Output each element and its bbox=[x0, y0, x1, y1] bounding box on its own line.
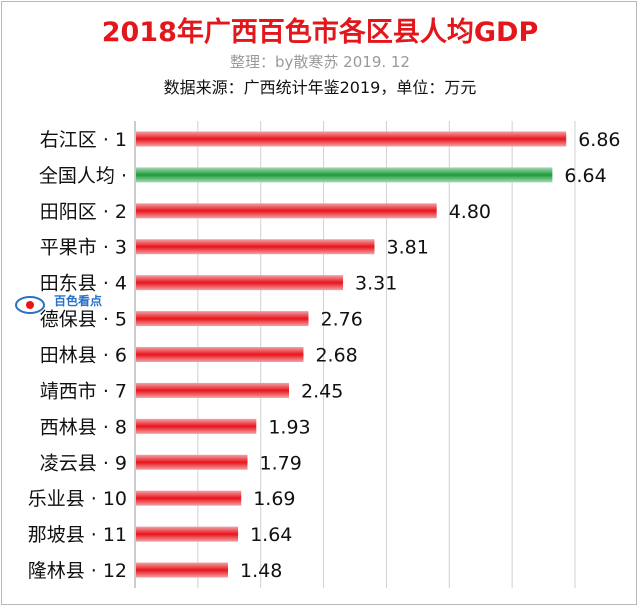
value-label: 2.68 bbox=[315, 345, 357, 367]
value-label: 6.86 bbox=[578, 129, 620, 151]
bar bbox=[136, 490, 242, 506]
category-label: 西林县 · 8 bbox=[40, 416, 127, 438]
chart-title: 2018年广西百色市各区县人均GDP bbox=[101, 17, 539, 48]
bar-national-average bbox=[136, 167, 553, 183]
category-label: 那坡县 · 11 bbox=[28, 524, 127, 546]
watermark-text: 百色看点 bbox=[54, 294, 103, 308]
value-label: 1.93 bbox=[268, 416, 310, 438]
category-label: 德保县 · 5 bbox=[40, 309, 127, 331]
bar bbox=[136, 311, 309, 327]
bar bbox=[136, 239, 375, 255]
value-label: 1.64 bbox=[250, 524, 292, 546]
watermark-logo-icon bbox=[15, 296, 45, 314]
bar bbox=[136, 562, 229, 578]
value-label: 3.81 bbox=[386, 237, 428, 259]
bar bbox=[136, 382, 289, 398]
category-label: 全国人均 · bbox=[39, 165, 127, 187]
value-label: 2.45 bbox=[301, 380, 343, 402]
bar bbox=[136, 131, 567, 147]
bar bbox=[136, 203, 437, 219]
bar bbox=[136, 275, 344, 291]
category-label: 隆林县 · 12 bbox=[28, 560, 127, 582]
category-label: 田东县 · 4 bbox=[40, 273, 127, 295]
category-label: 右江区 · 1 bbox=[40, 129, 127, 151]
category-label: 乐业县 · 10 bbox=[28, 488, 127, 510]
source-line: 数据来源：广西统计年鉴2019，单位：万元 bbox=[163, 78, 477, 97]
value-label: 2.76 bbox=[320, 309, 362, 331]
category-label: 靖西市 · 7 bbox=[40, 380, 127, 402]
credit-line: 整理：by散寒苏 2019. 12 bbox=[230, 53, 410, 71]
category-label: 平果市 · 3 bbox=[40, 237, 127, 259]
category-label: 田阳区 · 2 bbox=[40, 201, 127, 223]
bar bbox=[136, 418, 257, 434]
value-label: 1.48 bbox=[240, 560, 282, 582]
category-label: 凌云县 · 9 bbox=[40, 452, 127, 474]
value-label: 1.69 bbox=[253, 488, 295, 510]
value-label: 6.64 bbox=[564, 165, 606, 187]
category-label: 田林县 · 6 bbox=[40, 345, 127, 367]
bar bbox=[136, 526, 239, 542]
bar bbox=[136, 454, 248, 470]
bar bbox=[136, 347, 304, 362]
value-label: 4.80 bbox=[449, 201, 491, 223]
value-label: 3.31 bbox=[355, 273, 397, 295]
value-label: 1.79 bbox=[260, 452, 302, 474]
